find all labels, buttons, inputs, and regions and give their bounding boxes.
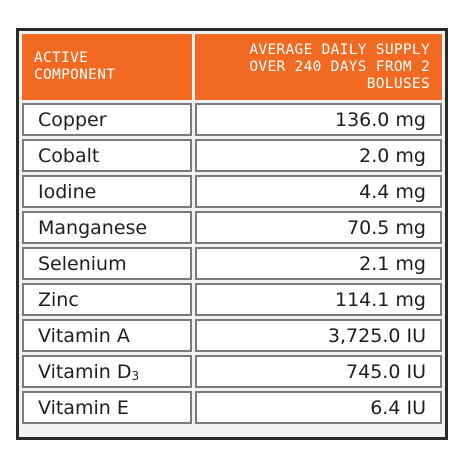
supply-value: 6.4 IU (195, 391, 442, 424)
header-supply-line1: AVERAGE DAILY SUPPLY (249, 41, 430, 58)
table-row: Copper 136.0 mg (22, 103, 442, 136)
header-active-component: ACTIVE COMPONENT (22, 34, 192, 100)
header-average-daily-supply: AVERAGE DAILY SUPPLY OVER 240 DAYS FROM … (195, 34, 442, 100)
supply-value: 4.4 mg (195, 175, 442, 208)
supply-value: 70.5 mg (195, 211, 442, 244)
nutrient-table: ACTIVE COMPONENT AVERAGE DAILY SUPPLY OV… (16, 28, 448, 440)
table-row: Iodine 4.4 mg (22, 175, 442, 208)
component-name: Copper (22, 103, 192, 136)
table-row: Manganese 70.5 mg (22, 211, 442, 244)
supply-value: 2.1 mg (195, 247, 442, 280)
component-name: Selenium (22, 247, 192, 280)
component-name: Iodine (22, 175, 192, 208)
table-row: Selenium 2.1 mg (22, 247, 442, 280)
component-name-subscript: 3 (131, 368, 140, 383)
header-component-line2: COMPONENT (34, 67, 116, 83)
table-row: Vitamin A 3,725.0 IU (22, 319, 442, 352)
supply-value: 136.0 mg (195, 103, 442, 136)
table-row: Vitamin E 6.4 IU (22, 391, 442, 424)
component-name: Vitamin E (22, 391, 192, 424)
header-supply-line3: BOLUSES (366, 75, 430, 92)
table-row: Cobalt 2.0 mg (22, 139, 442, 172)
supply-value: 745.0 IU (195, 355, 442, 388)
component-name-text: Vitamin D (38, 360, 132, 383)
component-name: Zinc (22, 283, 192, 316)
supply-value: 2.0 mg (195, 139, 442, 172)
component-name: Cobalt (22, 139, 192, 172)
component-name: Manganese (22, 211, 192, 244)
table-row: Zinc 114.1 mg (22, 283, 442, 316)
header-component-line1: ACTIVE (34, 50, 89, 66)
table-header-row: ACTIVE COMPONENT AVERAGE DAILY SUPPLY OV… (22, 34, 442, 100)
supply-value: 3,725.0 IU (195, 319, 442, 352)
component-name: Vitamin A (22, 319, 192, 352)
header-supply-line2: OVER 240 DAYS FROM 2 (249, 58, 430, 75)
supply-value: 114.1 mg (195, 283, 442, 316)
